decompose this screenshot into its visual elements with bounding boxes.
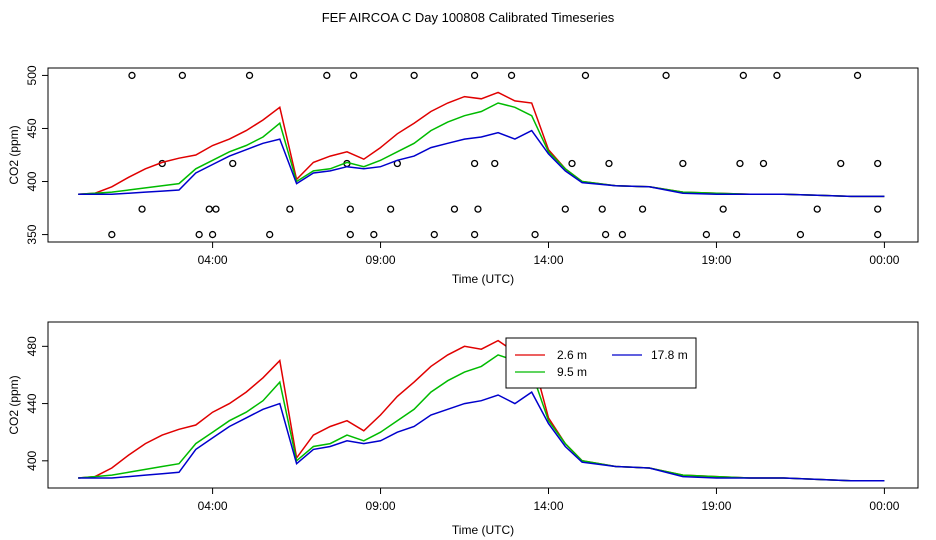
qc-point — [638, 205, 647, 213]
qc-point — [874, 205, 882, 213]
qc-point — [245, 71, 254, 80]
qc-point — [370, 230, 378, 239]
qc-point — [128, 71, 136, 80]
qc-point — [507, 71, 516, 80]
series-line-17-8-m — [78, 129, 885, 198]
y-axis: 400 440 480 — [25, 336, 48, 471]
qc-point — [323, 71, 331, 80]
qc-point — [470, 230, 479, 239]
qc-point — [386, 205, 395, 213]
y-tick-label: 440 — [25, 393, 39, 413]
x-tick-label: 00:00 — [869, 253, 899, 267]
qc-point — [470, 71, 479, 80]
qc-point — [205, 205, 213, 213]
chart-title: FEF AIRCOA C Day 100808 Calibrated Times… — [322, 10, 615, 25]
x-tick-label: 09:00 — [366, 499, 396, 513]
qc-point — [474, 205, 482, 213]
y-tick-label: 400 — [25, 171, 39, 191]
series-lines — [78, 91, 885, 198]
x-tick-label: 09:00 — [366, 253, 396, 267]
qc-point — [874, 159, 882, 168]
y-tick-label: 500 — [25, 65, 39, 85]
qc-point — [874, 230, 882, 239]
x-axis: 04:00 09:00 14:00 19:00 00:00 — [198, 488, 900, 513]
y-tick-label: 350 — [25, 224, 39, 244]
qc-point — [346, 230, 354, 239]
series-line-17-8-m — [78, 391, 885, 482]
qc-point — [837, 159, 845, 168]
qc-point — [430, 230, 438, 239]
qc-point — [138, 205, 146, 213]
qc-point — [813, 205, 821, 213]
series-lines — [78, 339, 885, 482]
y-axis: 350 400 450 500 — [25, 65, 48, 245]
qc-point — [581, 71, 590, 80]
qc-point — [568, 159, 576, 168]
legend-label-17-8m: 17.8 m — [651, 348, 688, 362]
qc-point — [531, 230, 539, 239]
qc-point — [470, 159, 479, 168]
y-axis-label-top: CO2 (ppm) — [7, 125, 21, 184]
series-line-2-6-m — [78, 339, 885, 482]
qc-point — [719, 205, 727, 213]
qc-point — [450, 205, 459, 213]
qc-point — [346, 205, 354, 213]
qc-point — [759, 159, 768, 168]
panel-bottom: 400 440 480 04:00 09:00 14:00 19:00 00:00 Time… — [7, 321, 919, 537]
qc-point — [739, 71, 747, 80]
y-axis-label-bottom: CO2 (ppm) — [7, 375, 21, 434]
qc-point — [732, 230, 741, 239]
qc-point — [229, 159, 237, 168]
qc-point — [662, 71, 670, 80]
x-tick-label: 19:00 — [701, 499, 731, 513]
qc-point — [853, 71, 862, 80]
qc-point — [266, 230, 274, 239]
x-tick-label: 04:00 — [198, 499, 228, 513]
qc-point — [195, 230, 203, 239]
qc-point — [736, 159, 744, 168]
plot-frame-bottom — [47, 321, 919, 489]
series-line-9-5-m — [78, 354, 885, 482]
series-line-9-5-m — [78, 102, 885, 198]
x-tick-label: 00:00 — [869, 499, 899, 513]
qc-point — [773, 71, 781, 80]
x-tick-label: 19:00 — [701, 253, 731, 267]
qc-point — [679, 159, 687, 168]
x-axis-label-bottom: Time (UTC) — [452, 523, 514, 537]
qc-point — [350, 71, 358, 80]
qc-point — [491, 159, 499, 168]
qc-point — [286, 205, 294, 213]
panel-top: 350 400 450 500 04:00 09:00 14:00 19:00 00:00 T… — [7, 65, 919, 286]
qc-point — [598, 205, 606, 213]
x-tick-label: 04:00 — [198, 253, 228, 267]
legend: 2.6 m 9.5 m 17.8 m — [505, 337, 697, 389]
y-tick-label: 400 — [25, 450, 39, 470]
qc-point — [208, 230, 217, 239]
legend-label-2-6m: 2.6 m — [557, 348, 587, 362]
x-tick-label: 14:00 — [533, 253, 563, 267]
series-line-2-6-m — [78, 91, 885, 198]
x-axis: 04:00 09:00 14:00 19:00 00:00 — [198, 242, 900, 267]
qc-point — [702, 230, 711, 239]
qc-point — [212, 205, 220, 213]
legend-box — [505, 337, 697, 389]
qc-point — [561, 205, 569, 213]
legend-label-9-5m: 9.5 m — [557, 365, 587, 379]
qc-point — [108, 230, 116, 239]
qc-point — [178, 71, 187, 80]
qc-points — [108, 71, 882, 239]
y-tick-label: 480 — [25, 336, 39, 356]
qc-point — [410, 71, 418, 80]
y-tick-label: 450 — [25, 118, 39, 138]
x-tick-label: 14:00 — [533, 499, 563, 513]
qc-point — [618, 230, 627, 239]
x-axis-label-top: Time (UTC) — [452, 272, 514, 286]
plot-frame-top — [47, 67, 919, 243]
qc-point — [601, 230, 610, 239]
qc-point — [605, 159, 613, 168]
qc-point — [796, 230, 805, 239]
